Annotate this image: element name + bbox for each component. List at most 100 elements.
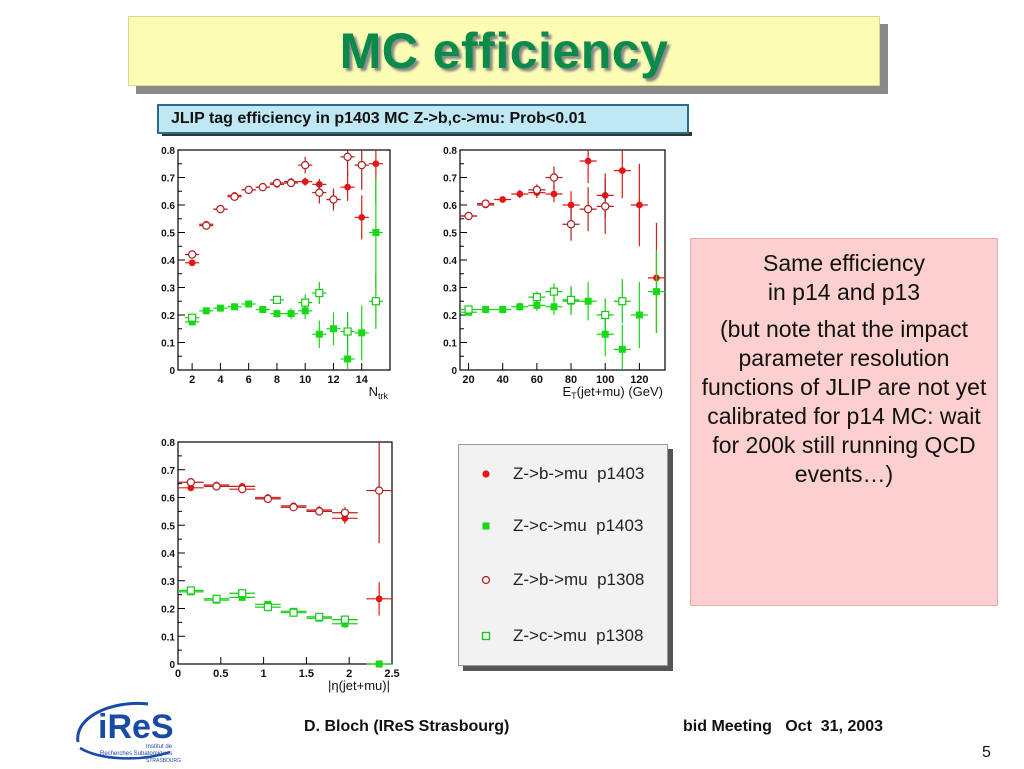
data-point [216, 204, 225, 214]
data-point [186, 586, 195, 595]
data-point [464, 211, 473, 221]
legend-item-b-p1403: Z->b->mu p1403 [459, 459, 667, 489]
series-b_p1308 [178, 442, 392, 544]
data-point [273, 310, 281, 318]
title-box: MC efficiency [128, 16, 880, 86]
chart-eta: 0 0.1 0.2 0.3 0.4 0.5 0.6 0.7 0.8 0 0.5 1 1.5 2 2.5|η(… [161, 438, 400, 693]
data-point [187, 484, 195, 492]
series-c_p1308 [185, 273, 383, 351]
series-b_p1308 [460, 166, 614, 241]
y-tick-label: 0.8 [161, 146, 175, 157]
data-point [635, 201, 643, 209]
data-point [344, 183, 351, 191]
x-tick-label: 12 [327, 374, 339, 386]
data-point [340, 508, 350, 517]
x-tick-label: 1.5 [299, 668, 314, 680]
data-point [263, 494, 273, 504]
legend-item-c-p1308: Z->c->mu p1308 [459, 621, 667, 651]
data-point [188, 318, 196, 326]
data-point [344, 355, 352, 363]
data-point [315, 330, 323, 338]
data-point [315, 188, 324, 197]
y-tick-label: 0 [451, 366, 457, 377]
data-point [187, 250, 197, 259]
filled-square-icon [482, 522, 490, 530]
data-point [216, 304, 224, 312]
note-box: Same efficiency in p14 and p13 (but note… [690, 238, 998, 606]
y-tick-label: 0.5 [161, 229, 175, 240]
data-point [584, 157, 592, 165]
data-point [238, 589, 247, 598]
x-tick-label: 4 [217, 374, 224, 386]
data-point [259, 306, 267, 313]
data-point [652, 288, 660, 296]
series-c_p1308 [178, 586, 358, 624]
x-tick-label: 1 [261, 668, 267, 680]
x-tick-label: 2 [346, 668, 352, 680]
data-point [263, 603, 272, 612]
footer-author: D. Bloch (IReS Strasbourg) [304, 718, 510, 735]
data-point [230, 192, 239, 201]
data-point [567, 201, 575, 209]
data-point [202, 221, 211, 230]
x-tick-label: 6 [246, 374, 252, 386]
y-tick-label: 0.2 [161, 605, 175, 616]
data-point [301, 178, 309, 186]
plot-title-shadow [162, 132, 692, 136]
data-point [237, 484, 247, 494]
data-point [550, 190, 558, 198]
data-point [375, 595, 383, 603]
note-line1: Same efficiency [763, 250, 925, 276]
y-tick-label: 0 [169, 366, 175, 377]
data-point [212, 482, 221, 491]
data-point [188, 259, 196, 267]
data-point [601, 330, 609, 338]
x-tick-label: 60 [531, 374, 543, 386]
data-point [549, 287, 559, 296]
y-tick-label: 0.4 [443, 256, 457, 267]
y-tick-label: 0.3 [161, 284, 175, 295]
data-point [372, 229, 380, 236]
data-point [516, 190, 524, 198]
data-point [258, 182, 268, 192]
data-point [372, 160, 380, 168]
x-tick-label: 100 [596, 374, 614, 386]
y-tick-label: 0.1 [161, 632, 175, 643]
y-tick-label: 0.7 [161, 466, 175, 477]
data-point [499, 196, 507, 203]
y-tick-label: 0.1 [161, 339, 175, 350]
data-point [375, 660, 383, 668]
data-point [329, 195, 338, 204]
x-tick-label: 14 [356, 374, 369, 386]
legend-label: Z->c->mu p1308 [513, 626, 644, 645]
plot-frame [459, 149, 666, 371]
data-point [618, 167, 626, 175]
data-point [566, 220, 576, 229]
data-point [300, 160, 310, 170]
logo-line1: Institut de [146, 744, 173, 750]
logo-name: iReS [98, 708, 174, 746]
data-point [245, 300, 253, 308]
plot-frame [177, 441, 393, 665]
data-point [340, 615, 350, 624]
data-point [315, 288, 324, 298]
y-tick-label: 0.1 [443, 339, 457, 350]
logo-line3: STRASBOURG [146, 758, 181, 764]
x-tick-label: 120 [630, 374, 648, 386]
footer-meeting: bid Meeting Oct 31, 2003 [683, 718, 884, 735]
data-point [272, 295, 282, 304]
data-point [272, 178, 282, 188]
y-tick-label: 0.2 [443, 311, 457, 322]
data-point [532, 293, 541, 302]
data-point [186, 478, 196, 487]
filled-circle-icon [482, 470, 490, 478]
x-axis-label: Ntrk [369, 384, 389, 401]
data-point [549, 173, 559, 182]
data-point [358, 329, 366, 337]
y-tick-label: 0.4 [161, 549, 175, 560]
plot-title: JLIP tag efficiency in p1403 MC Z->b,c->… [157, 104, 689, 134]
legend: Z->b->mu p1403 Z->c->mu p1403 Z->b->mu p… [458, 444, 668, 666]
y-tick-label: 0.7 [161, 174, 175, 185]
y-tick-label: 0.4 [161, 256, 175, 267]
